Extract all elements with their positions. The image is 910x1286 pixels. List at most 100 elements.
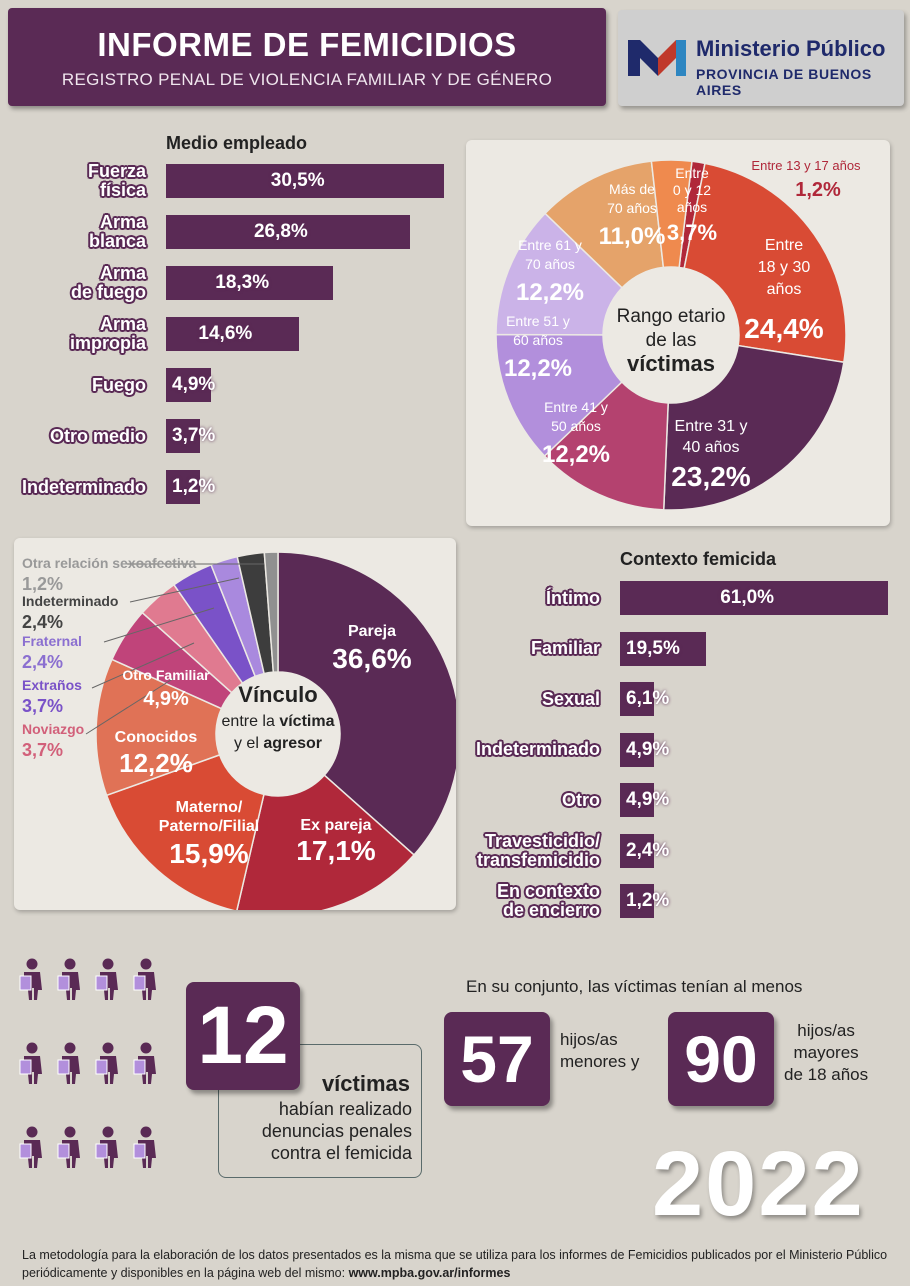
medio-title: Medio empleado xyxy=(166,133,308,153)
slice-1-1 xyxy=(683,162,847,364)
person-icon xyxy=(133,958,157,1001)
vinc-leader-4 xyxy=(85,677,175,735)
slice-2-2 xyxy=(105,753,265,910)
vinc-leader-2 xyxy=(103,607,215,643)
bar-0-5 xyxy=(166,419,200,453)
person-icon xyxy=(57,958,81,1001)
org-subname: PROVINCIA DE BUENOS AIRES xyxy=(696,66,872,98)
bar-label-0-0: Fuerza física xyxy=(87,161,146,200)
bar-0-1 xyxy=(166,215,410,249)
bar-0-6 xyxy=(166,470,200,504)
footer-link[interactable]: www.mpba.gov.ar/informes xyxy=(348,1266,511,1280)
slice-1-5 xyxy=(495,212,624,336)
vinculo-donut-chart: Vínculo entre la víctima y el agresor Pa… xyxy=(22,551,456,910)
vinc-out-label-8: Indeterminado 2,4% xyxy=(22,593,118,632)
person-icon xyxy=(57,1126,81,1169)
age-label-6: Más de 70 años 11,0% xyxy=(599,181,666,250)
org-logo: Ministerio Público PROVINCIA DE BUENOS A… xyxy=(618,10,904,106)
bar-label-3-6: En contexto de encierro xyxy=(496,881,600,920)
bar-value-3-4: 4,9% xyxy=(626,789,670,810)
hijos-mayores-number: 90 xyxy=(668,1012,774,1106)
age-center-l3: víctimas xyxy=(627,351,715,376)
vinc-leader-3 xyxy=(91,642,195,689)
title-banner: INFORME DE FEMICIDIOS REGISTRO PENAL DE … xyxy=(8,8,606,106)
age-label-3: Entre 41 y 50 años 12,2% xyxy=(542,399,610,468)
bar-value-3-2: 6,1% xyxy=(626,688,670,709)
age-label-2: Entre 31 y 40 años 23,2% xyxy=(671,418,750,492)
slice-1-4 xyxy=(495,333,623,458)
footer-note: La metodología para la elaboración de lo… xyxy=(22,1248,888,1280)
vinc-label-2: Materno/Paterno/Filial 15,9% xyxy=(159,799,259,869)
bar-0-3 xyxy=(166,317,299,351)
person-icon xyxy=(19,958,43,1001)
denuncias-number: 12 xyxy=(186,982,300,1090)
age-label-4: Entre 51 y 60 años 12,2% xyxy=(504,313,572,382)
contexto-title: Contexto femicida xyxy=(620,549,777,569)
org-name: Ministerio Público xyxy=(696,36,886,61)
age-donut-chart: Rango etario de las víctimas Entre 13 y … xyxy=(495,158,861,511)
hijos-mayores-label: hijos/as mayores de 18 años xyxy=(784,1021,869,1084)
bar-0-4 xyxy=(166,368,211,402)
people-icons xyxy=(19,958,157,1169)
bar-3-4 xyxy=(620,783,654,817)
bar-value-3-0: 61,0% xyxy=(720,587,775,608)
denuncias-box xyxy=(218,1044,422,1178)
bar-0-2 xyxy=(166,266,333,300)
bar-label-0-5: Otro medio xyxy=(49,425,146,446)
denuncias-desc: habían realizado denuncias penales contr… xyxy=(261,1099,412,1163)
bar-label-3-2: Sexual xyxy=(541,688,600,709)
slice-2-0 xyxy=(277,551,456,856)
person-icon xyxy=(95,958,119,1001)
person-icon xyxy=(57,1042,81,1085)
age-center-l2: de las xyxy=(646,330,697,351)
slice-2-9 xyxy=(263,551,279,673)
bar-value-0-4: 4,9% xyxy=(172,374,216,395)
bar-value-3-3: 4,9% xyxy=(626,738,670,760)
page-title: INFORME DE FEMICIDIOS xyxy=(97,26,517,63)
slice-1-3 xyxy=(543,380,669,511)
vinc-center-l1: Vínculo xyxy=(238,682,317,707)
slice-2-1 xyxy=(236,774,416,910)
person-icon xyxy=(19,1126,43,1169)
age-center-l1: Rango etario xyxy=(617,306,726,327)
person-icon xyxy=(19,1042,43,1085)
bar-label-3-4: Otro xyxy=(562,789,600,810)
bar-value-3-5: 2,4% xyxy=(626,839,670,861)
bar-label-3-3: Indeterminado xyxy=(475,739,600,759)
vinc-out-label-6: Extraños 3,7% xyxy=(22,677,82,716)
person-icon xyxy=(133,1126,157,1169)
bar-value-3-1: 19,5% xyxy=(626,637,680,659)
vinc-center-l3: y el agresor xyxy=(234,735,322,752)
vinc-leader-1 xyxy=(129,577,240,603)
person-icon xyxy=(95,1126,119,1169)
age-label-5: Entre 61 y 70 años 12,2% xyxy=(516,237,584,306)
vinc-label-4: Otro Familiar 4,9% xyxy=(122,667,210,710)
vinc-label-1: Ex pareja 17,1% xyxy=(296,817,375,866)
vinc-label-0: Pareja 36,6% xyxy=(332,623,411,674)
bar-0-0 xyxy=(166,164,444,198)
bar-3-5 xyxy=(620,833,654,868)
ministerio-logo-icon xyxy=(628,40,686,76)
vinc-out-label-5: Noviazgo 3,7% xyxy=(22,721,84,760)
vinc-center-l2: entre la víctima xyxy=(222,713,335,730)
bar-label-0-4: Fuego xyxy=(92,374,146,395)
bar-value-0-0: 30,5% xyxy=(270,170,325,191)
bar-label-0-2: Arma de fuego xyxy=(71,263,146,302)
bar-label-0-3: Arma impropia xyxy=(69,314,146,353)
bar-label-3-0: Íntimo xyxy=(546,587,600,608)
person-icon xyxy=(133,1042,157,1085)
vinc-out-label-9: Otra relación sexoafectiva 1,2% xyxy=(22,555,197,594)
bar-label-3-5: Travesticidio/transfemicidio xyxy=(476,830,600,870)
hijos-intro: En su conjunto, las víctimas tenían al m… xyxy=(466,977,803,996)
bar-label-3-1: Familiar xyxy=(530,638,600,658)
bar-3-3 xyxy=(620,732,654,767)
hijos-menores-label: hijos/as menores y xyxy=(560,1030,640,1071)
report-year: 2022 xyxy=(652,1133,865,1235)
bar-label-0-1: Arma blanca xyxy=(88,212,146,251)
age-label-0: Entre 13 y 17 años xyxy=(751,158,861,173)
bar-value-0-2: 18,3% xyxy=(215,272,270,293)
bar-3-1 xyxy=(620,631,706,666)
age-value-0: 1,2% xyxy=(795,179,841,201)
bar-value-3-6: 1,2% xyxy=(626,890,670,911)
hijos-menores-number: 57 xyxy=(444,1012,550,1106)
